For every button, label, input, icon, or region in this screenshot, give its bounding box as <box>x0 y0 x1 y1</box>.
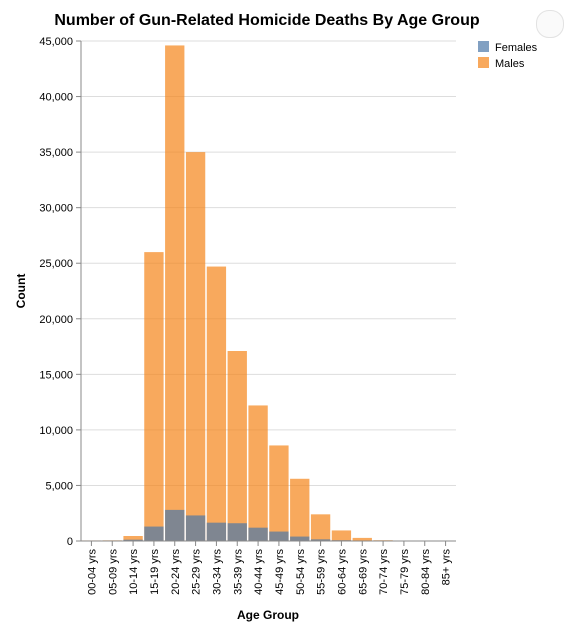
bar-males-30-34yrs <box>206 266 227 541</box>
bar-males-50-54yrs <box>290 478 310 541</box>
y-tick-label: 35,000 <box>39 147 73 159</box>
bar-females-45-49yrs <box>269 531 289 541</box>
axes <box>80 41 456 542</box>
x-tick-label: 10-14 yrs <box>128 549 140 595</box>
bar-females-35-39yrs <box>227 523 247 541</box>
y-tick-label: 10,000 <box>39 425 73 437</box>
bar-females-30-34yrs <box>206 522 227 541</box>
bar-males-25-29yrs <box>185 152 206 541</box>
y-tick-label: 5,000 <box>45 480 73 492</box>
legend-swatch-males <box>478 57 489 68</box>
bar-females-25-29yrs <box>185 515 206 541</box>
bar-males-10-14yrs <box>123 536 143 541</box>
bar-males-65-69yrs <box>352 537 372 541</box>
bar-females-10-14yrs <box>123 539 143 541</box>
x-tick-label: 80-84 yrs <box>420 549 432 595</box>
bar-males-40-44yrs <box>248 405 268 541</box>
chart-title: Number of Gun-Related Homicide Deaths By… <box>54 12 479 29</box>
bar-females-20-24yrs <box>165 509 185 541</box>
y-tick-label: 45,000 <box>39 36 73 48</box>
x-tick-label: 65-69 yrs <box>357 549 369 595</box>
bar-females-55-59yrs <box>310 539 331 541</box>
legend-swatch-females <box>478 41 489 52</box>
x-tick-label: 60-64 yrs <box>336 549 348 595</box>
actions-menu-button[interactable] <box>536 10 564 38</box>
x-axis-title: Age Group <box>237 608 299 622</box>
bar-females-40-44yrs <box>248 527 268 541</box>
bar-males-60-64yrs <box>331 530 352 541</box>
y-tick-label: 40,000 <box>39 92 73 104</box>
x-tick-label: 20-24 yrs <box>170 549 182 595</box>
y-tick-label: 0 <box>67 536 73 548</box>
bar-males-20-24yrs <box>165 45 185 541</box>
bar-females-15-19yrs <box>144 526 164 541</box>
bar-males-45-49yrs <box>269 445 289 541</box>
x-tick-label: 35-39 yrs <box>232 549 244 595</box>
x-tick-label: 70-74 yrs <box>378 549 390 595</box>
y-axis-ticks: 0 5,000 10,000 15,000 20,000 25,000 30,000 35,0… <box>39 36 81 548</box>
legend-label-males: Males <box>495 58 525 70</box>
bar-males-15-19yrs <box>144 252 164 541</box>
x-tick-label: 40-44 yrs <box>253 549 265 595</box>
x-tick-label: 15-19 yrs <box>149 549 161 595</box>
bar-males-55-59yrs <box>310 514 331 541</box>
y-tick-label: 20,000 <box>39 314 73 326</box>
bar-females-50-54yrs <box>290 536 310 541</box>
grid-lines <box>81 40 456 486</box>
x-tick-label: 45-49 yrs <box>274 549 286 595</box>
x-tick-label: 00-04 yrs <box>86 549 98 595</box>
x-tick-label: 30-34 yrs <box>211 549 223 595</box>
y-axis-title: Count <box>14 274 28 309</box>
x-tick-label: 25-29 yrs <box>191 549 203 595</box>
x-tick-label: 75-79 yrs <box>399 549 411 595</box>
y-tick-label: 15,000 <box>39 369 73 381</box>
x-tick-label: 50-54 yrs <box>295 549 307 595</box>
bars <box>81 45 456 541</box>
legend-label-females: Females <box>495 42 538 54</box>
bar-males-35-39yrs <box>227 351 247 541</box>
y-tick-label: 30,000 <box>39 203 73 215</box>
x-tick-label: 85+ yrs <box>441 549 453 586</box>
x-tick-label: 05-09 yrs <box>107 549 119 595</box>
x-tick-label: 55-59 yrs <box>316 549 328 595</box>
legend: Females Males <box>478 41 538 70</box>
x-axis-ticks: 00-04 yrs 05-09 yrs 10-14 yrs 15-19 yrs 20-2… <box>86 541 453 595</box>
y-tick-label: 25,000 <box>39 258 73 270</box>
